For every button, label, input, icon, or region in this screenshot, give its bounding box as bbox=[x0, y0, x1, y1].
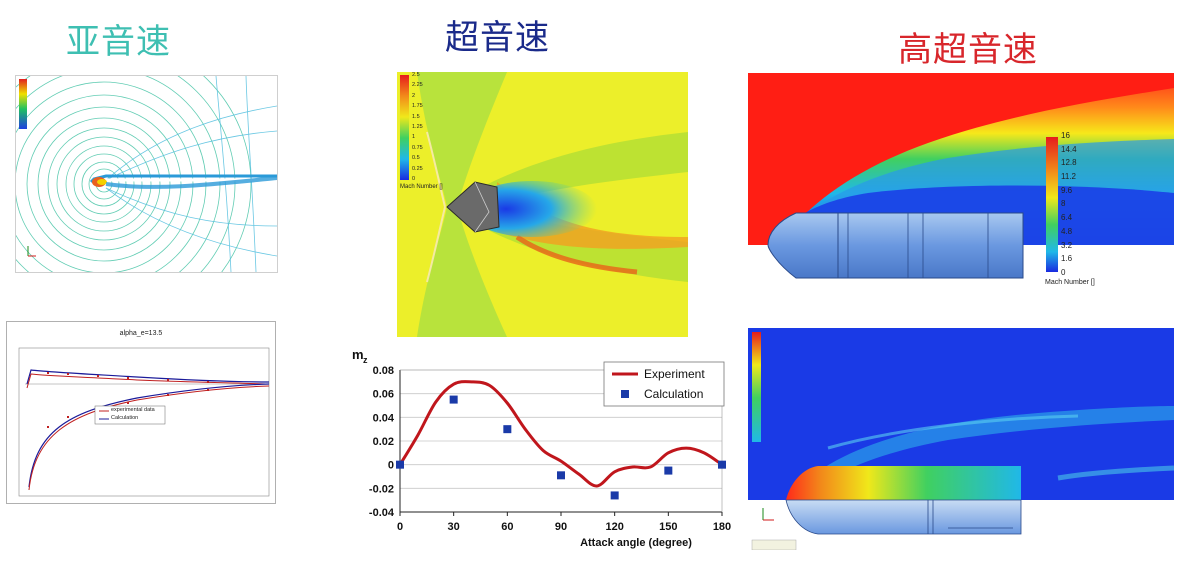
legend-tick: 0.25 bbox=[412, 165, 423, 172]
y-tick-label: 0.08 bbox=[373, 365, 394, 377]
hypersonic-temperature-field bbox=[748, 328, 1174, 550]
calculation-point bbox=[396, 460, 404, 469]
subsonic-legend-calculation: Calculation bbox=[111, 415, 139, 421]
legend-tick: 9.6 bbox=[1061, 185, 1073, 195]
supersonic-title: 超音速 bbox=[445, 18, 550, 58]
subsonic-contour-image bbox=[16, 76, 277, 272]
y-tick-label: -0.02 bbox=[369, 483, 394, 495]
hypersonic-legend-title: Mach Number [] bbox=[1045, 279, 1095, 286]
calculation-point bbox=[664, 466, 673, 475]
calculation-point bbox=[718, 460, 726, 469]
chart-xlabel: Attack angle (degree) bbox=[580, 537, 692, 549]
legend-tick: 11.2 bbox=[1061, 172, 1076, 182]
chart-ylabel-subscript: z bbox=[363, 355, 368, 365]
legend-tick: 1.25 bbox=[412, 123, 423, 130]
subsonic-contour-panel bbox=[15, 75, 278, 273]
y-tick-label: 0.06 bbox=[373, 389, 394, 401]
y-tick-label: 0.04 bbox=[373, 412, 395, 424]
legend-tick: 0.5 bbox=[412, 155, 420, 162]
experiment-line bbox=[398, 380, 723, 488]
x-tick-label: 150 bbox=[659, 521, 677, 533]
supersonic-field-image bbox=[400, 72, 688, 337]
hypersonic-field-image bbox=[748, 73, 1174, 279]
legend-tick: 1.6 bbox=[1061, 254, 1073, 264]
hypersonic-title: 高超音速 bbox=[898, 30, 1038, 70]
supersonic-legend-ticks: 2.5 2.25 2 1.75 1.5 1.25 1 0.75 0.5 0.25… bbox=[412, 72, 442, 182]
subsonic-plot-panel: alpha_e=13.5 experimental data Calculati… bbox=[6, 321, 276, 504]
hypersonic-bottom-image bbox=[748, 328, 1174, 550]
subsonic-plot bbox=[18, 347, 270, 497]
subsonic-legend-experimental: experimental data bbox=[111, 407, 155, 413]
hypersonic-legend-ticks: 16 14.4 12.8 11.2 9.6 8 6.4 4.8 3.2 1.6 … bbox=[1061, 131, 1089, 277]
legend-tick: 2.5 bbox=[412, 72, 420, 78]
legend-calculation-swatch bbox=[621, 390, 629, 398]
legend-tick: 0.75 bbox=[412, 144, 423, 151]
supersonic-mach-field: 2.5 2.25 2 1.75 1.5 1.25 1 0.75 0.5 0.25… bbox=[397, 72, 688, 337]
legend-tick: 1.5 bbox=[412, 113, 420, 120]
hypersonic-mach-field: 16 14.4 12.8 11.2 9.6 8 6.4 4.8 3.2 1.6 … bbox=[748, 73, 1174, 293]
subsonic-title: 亚音速 bbox=[66, 22, 171, 62]
legend-tick: 0 bbox=[412, 175, 416, 182]
y-tick-label: -0.04 bbox=[369, 507, 395, 519]
x-tick-label: 0 bbox=[397, 521, 403, 533]
supersonic-legend-title: Mach Number [] bbox=[400, 184, 443, 190]
x-tick-label: 180 bbox=[713, 521, 731, 533]
legend-tick: 8 bbox=[1061, 199, 1066, 209]
calculation-point bbox=[610, 491, 619, 500]
chart-legend-box bbox=[603, 361, 725, 407]
legend-tick: 1.75 bbox=[412, 103, 423, 110]
legend-tick: 16 bbox=[1061, 131, 1070, 140]
x-tick-label: 90 bbox=[555, 521, 567, 533]
chart-ylabel: m bbox=[352, 347, 364, 362]
legend-calculation-label: Calculation bbox=[644, 387, 703, 401]
calculation-point bbox=[503, 425, 512, 434]
legend-tick: 2 bbox=[412, 92, 416, 99]
subsonic-plot-title: alpha_e=13.5 bbox=[119, 330, 163, 337]
calculation-point bbox=[449, 395, 458, 404]
y-tick-label: 0.02 bbox=[373, 436, 394, 448]
legend-tick: 6.4 bbox=[1061, 213, 1073, 223]
x-tick-label: 60 bbox=[501, 521, 513, 533]
mz-chart: 0.080.060.040.020-0.02-0.040 30 60 90 120 150… bbox=[352, 347, 731, 549]
legend-tick: 4.8 bbox=[1061, 226, 1073, 236]
mz-chart-panel: 0.08 0.06 0.04 0.02 0 -0.02 -0.04 0 30 60 90 120 150… bbox=[348, 340, 738, 552]
legend-tick: 14.4 bbox=[1061, 144, 1077, 154]
legend-tick: 1 bbox=[412, 134, 416, 141]
x-tick-label: 120 bbox=[605, 521, 623, 533]
legend-experiment-label: Experiment bbox=[644, 367, 705, 381]
calculation-point bbox=[557, 471, 565, 480]
legend-tick: 3.2 bbox=[1061, 240, 1073, 250]
legend-tick: 12.8 bbox=[1061, 158, 1077, 168]
legend-tick: 0 bbox=[1061, 267, 1066, 277]
x-tick-label: 30 bbox=[448, 521, 460, 533]
y-tick-label: 0 bbox=[388, 460, 394, 472]
legend-tick: 2.25 bbox=[412, 82, 423, 89]
